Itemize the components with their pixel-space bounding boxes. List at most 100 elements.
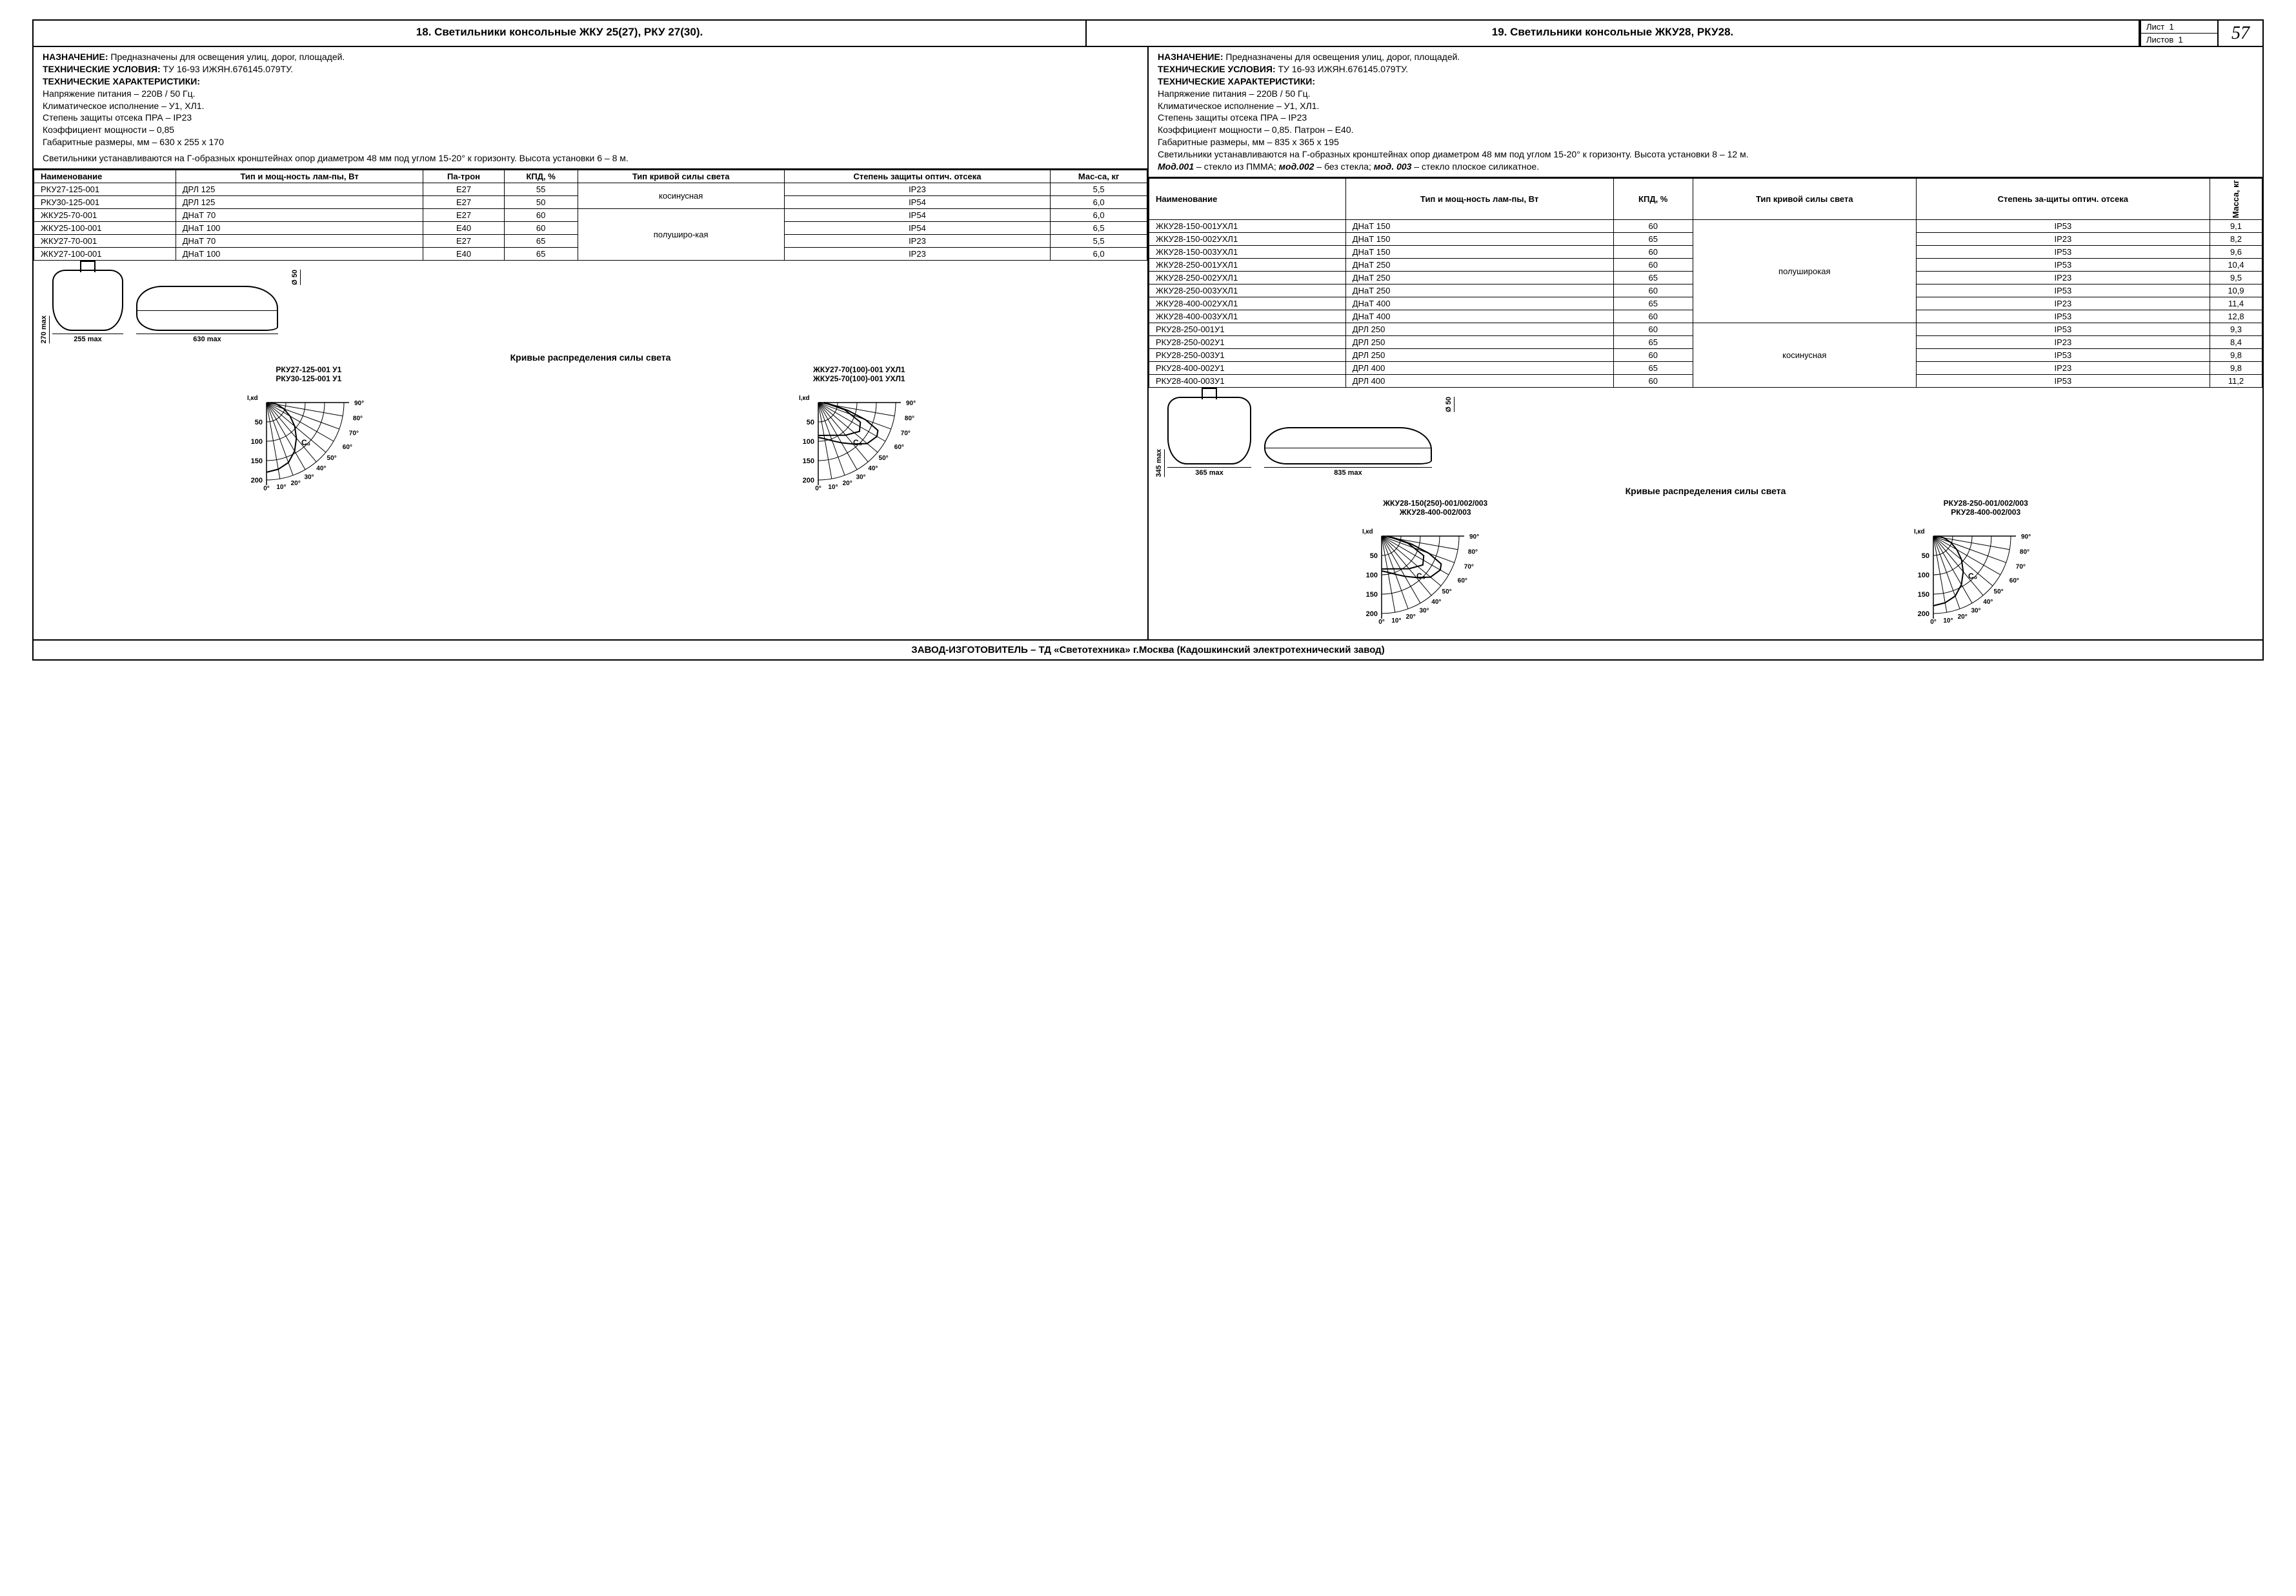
sheet-num: 1 <box>2169 22 2173 32</box>
svg-text:90°: 90° <box>2021 534 2031 541</box>
spec-line: Степень защиты отсека ПРА – IP23 <box>43 112 1138 124</box>
table-cell: 6,0 <box>1051 248 1147 261</box>
polar-chart-icon: 501001502000°10°20°30°40°50°60°70°80°90°… <box>1356 523 1504 633</box>
svg-text:10°: 10° <box>828 484 838 491</box>
col-header: Па-трон <box>423 170 504 183</box>
svg-text:50°: 50° <box>1442 588 1451 595</box>
chart-label: ЖКУ25-70(100)-001 УХЛ1 <box>813 374 905 383</box>
left-specs-block: НАЗНАЧЕНИЕ: Предназначены для освещения … <box>34 47 1147 170</box>
table-cell: РКУ28-400-002У1 <box>1149 362 1346 375</box>
table-cell: 55 <box>504 183 578 196</box>
table-cell: 60 <box>504 209 578 222</box>
table-cell: IP53 <box>1916 259 2210 272</box>
svg-text:90°: 90° <box>354 400 364 407</box>
dim-height-r: 345 max <box>1155 449 1165 477</box>
table-cell: 9,5 <box>2210 272 2262 284</box>
table-cell: 8,4 <box>2210 336 2262 349</box>
table-cell: ДНаТ 250 <box>1345 284 1613 297</box>
svg-text:100: 100 <box>1365 572 1377 579</box>
table-cell: ДНаТ 250 <box>1345 272 1613 284</box>
th-label: ТЕХНИЧЕСКИЕ ХАРАКТЕРИСТИКИ: <box>43 75 1138 88</box>
table-cell: IP53 <box>1916 220 2210 233</box>
table-cell: ДРЛ 250 <box>1345 323 1613 336</box>
svg-text:I,кd: I,кd <box>1914 528 1925 535</box>
polar-chart-icon: 501001502000°10°20°30°40°50°60°70°80°90°… <box>792 390 941 499</box>
col-header: Тип и мощ-ность лам-пы, Вт <box>176 170 423 183</box>
svg-text:I,кd: I,кd <box>799 395 810 402</box>
right-curves-title: Кривые распределения силы света <box>1149 481 2262 496</box>
col-header: Тип и мощ-ность лам-пы, Вт <box>1345 178 1613 219</box>
table-cell: ДНаТ 250 <box>1345 259 1613 272</box>
table-cell: 60 <box>1613 349 1693 362</box>
svg-text:0°: 0° <box>1378 619 1385 626</box>
right-specs-block: НАЗНАЧЕНИЕ: Предназначены для освещения … <box>1149 47 2262 178</box>
left-install-text: Светильники устанавливаются на Г-образны… <box>43 152 1138 165</box>
tu-label-r: ТЕХНИЧЕСКИЕ УСЛОВИЯ: <box>1158 64 1276 74</box>
chart-label: ЖКУ28-400-002/003 <box>1383 508 1487 517</box>
svg-text:40°: 40° <box>1431 599 1441 606</box>
table-cell: ДРЛ 125 <box>176 196 423 209</box>
svg-text:60°: 60° <box>1457 577 1467 584</box>
table-cell: ДНаТ 150 <box>1345 233 1613 246</box>
table-cell: Е27 <box>423 209 504 222</box>
table-cell: ДНаТ 100 <box>176 248 423 261</box>
svg-text:10°: 10° <box>276 484 286 491</box>
table-cell: ДНаТ 150 <box>1345 220 1613 233</box>
footer: ЗАВОД-ИЗГОТОВИТЕЛЬ – ТД «Светотехника» г… <box>34 639 2262 659</box>
table-cell: ЖКУ28-400-002УХЛ1 <box>1149 297 1346 310</box>
th-label-r: ТЕХНИЧЕСКИЕ ХАРАКТЕРИСТИКИ: <box>1158 75 2253 88</box>
table-row: ЖКУ25-70-001ДНаТ 70Е2760полуширо-каяIP54… <box>34 209 1147 222</box>
svg-text:0°: 0° <box>815 485 821 492</box>
table-cell: ДРЛ 400 <box>1345 362 1613 375</box>
right-table: НаименованиеТип и мощ-ность лам-пы, ВтКП… <box>1149 178 2262 388</box>
table-cell: 9,8 <box>2210 362 2262 375</box>
table-cell: ЖКУ25-70-001 <box>34 209 176 222</box>
left-title: 18. Светильники консольные ЖКУ 25(27), Р… <box>34 21 1087 46</box>
col-header: Мас-са, кг <box>1051 170 1147 183</box>
table-cell: Е27 <box>423 235 504 248</box>
svg-text:70°: 70° <box>2015 564 2025 571</box>
svg-text:50: 50 <box>806 419 814 426</box>
table-cell: IP53 <box>1916 246 2210 259</box>
dim-w2: 630 max <box>136 334 278 343</box>
table-cell: IP23 <box>784 248 1051 261</box>
table-cell: IP23 <box>1916 336 2210 349</box>
svg-text:20°: 20° <box>1405 613 1415 621</box>
sheets-num: 1 <box>2178 35 2182 45</box>
svg-text:80°: 80° <box>2019 549 2029 556</box>
svg-text:0°: 0° <box>263 485 270 492</box>
table-cell: 10,9 <box>2210 284 2262 297</box>
left-dimension-drawing: 270 max 255 max 630 max Ø 50 <box>34 261 1147 347</box>
col-header: КПД, % <box>504 170 578 183</box>
svg-text:200: 200 <box>250 477 262 484</box>
col-header: Наименование <box>34 170 176 183</box>
svg-text:50: 50 <box>1921 552 1929 560</box>
svg-text:100: 100 <box>250 438 262 446</box>
svg-text:I,кd: I,кd <box>1362 528 1373 535</box>
left-column: НАЗНАЧЕНИЕ: Предназначены для освещения … <box>34 47 1149 639</box>
left-table: НаименованиеТип и мощ-ность лам-пы, ВтПа… <box>34 170 1147 261</box>
table-cell: 60 <box>1613 284 1693 297</box>
curve-type-cell: косинусная <box>1693 323 1916 388</box>
table-cell: IP54 <box>784 209 1051 222</box>
table-cell: 9,3 <box>2210 323 2262 336</box>
sheet-label: Лист <box>2146 22 2164 32</box>
svg-text:60°: 60° <box>342 444 352 451</box>
table-cell: 60 <box>1613 259 1693 272</box>
table-cell: 11,4 <box>2210 297 2262 310</box>
right-dimension-drawing: 345 max 365 max 835 max Ø 50 <box>1149 388 2262 481</box>
table-cell: ДРЛ 250 <box>1345 349 1613 362</box>
table-cell: 60 <box>1613 375 1693 388</box>
spec-line: Напряжение питания – 220В / 50 Гц. <box>1158 88 2253 100</box>
table-cell: IP23 <box>1916 297 2210 310</box>
right-chart-labels: ЖКУ28-150(250)-001/002/003ЖКУ28-400-002/… <box>1149 496 2262 517</box>
svg-text:C₀: C₀ <box>853 438 862 447</box>
table-cell: ДНаТ 400 <box>1345 297 1613 310</box>
right-polar-row: 501001502000°10°20°30°40°50°60°70°80°90°… <box>1149 517 2262 639</box>
svg-text:30°: 30° <box>1419 607 1429 614</box>
handwritten-page-number: 57 <box>2217 21 2262 46</box>
curve-type-cell: косинусная <box>578 183 784 209</box>
svg-text:100: 100 <box>1917 572 1929 579</box>
table-cell: ЖКУ28-150-003УХЛ1 <box>1149 246 1346 259</box>
svg-text:50°: 50° <box>327 455 336 462</box>
